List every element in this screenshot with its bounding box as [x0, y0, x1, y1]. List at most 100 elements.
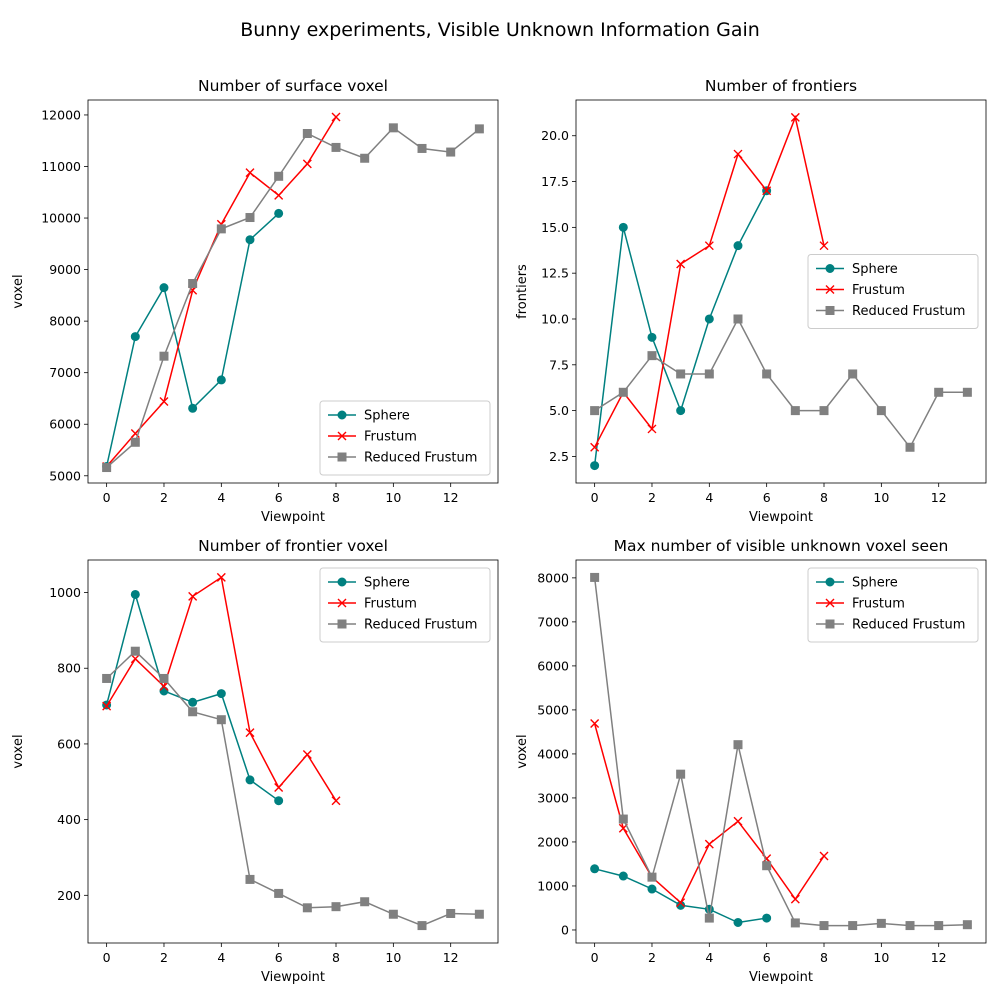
- data-point: [388, 123, 398, 133]
- data-point: [417, 921, 427, 931]
- plot-area: [87, 99, 499, 484]
- series-line-frustum: [593, 114, 825, 448]
- y-tick-label: 6000: [537, 658, 569, 673]
- legend-entry-sphere: Sphere: [328, 409, 410, 424]
- data-point: [704, 314, 714, 324]
- legend-entry-sphere: Sphere: [816, 262, 898, 277]
- data-point: [618, 814, 628, 824]
- legend-label: Frustum: [364, 430, 417, 445]
- legend-entry-frustum: Frustum: [328, 430, 417, 445]
- data-point: [274, 888, 284, 898]
- subplot-title: Number of surface voxel: [198, 77, 388, 95]
- y-tick-label: 2.5: [549, 449, 569, 464]
- data-point: [474, 124, 484, 134]
- data-point: [417, 143, 427, 153]
- data-point: [274, 796, 284, 806]
- y-axis-label: frontiers: [515, 264, 530, 319]
- data-point: [274, 190, 284, 200]
- y-tick-label: 9000: [49, 262, 81, 277]
- y-tick-label: 8000: [537, 570, 569, 585]
- subplot-title: Number of frontiers: [705, 77, 857, 95]
- data-point: [159, 686, 169, 696]
- y-tick-label: 11000: [41, 159, 81, 174]
- legend-label: Reduced Frustum: [852, 618, 965, 633]
- legend-entry-reduced-frustum: Reduced Frustum: [328, 618, 477, 633]
- data-point: [905, 921, 915, 931]
- data-point: [790, 112, 800, 122]
- legend: Sphere Frustum Reduced Frustum: [807, 254, 979, 329]
- x-tick-label: 6: [763, 950, 771, 965]
- y-tick-label: 10.0: [541, 311, 569, 326]
- x-tick-label: 4: [217, 950, 225, 965]
- data-point: [876, 406, 886, 416]
- data-point: [733, 314, 743, 324]
- x-tick-label: 2: [160, 490, 168, 505]
- subplot-2: Number of frontiers 0 2 4 6 8 10 12 2.5 5.0 7.5 10.…: [515, 77, 987, 525]
- x-tick-label: 12: [931, 950, 947, 965]
- data-point: [590, 406, 600, 416]
- subplot-title: Number of frontier voxel: [198, 537, 388, 555]
- legend-label: Reduced Frustum: [852, 304, 965, 319]
- legend-marker: [337, 431, 347, 441]
- data-point: [848, 921, 858, 931]
- data-point: [216, 224, 226, 234]
- y-tick-label: 200: [57, 888, 81, 903]
- data-point: [188, 697, 198, 707]
- series-frustum: [102, 112, 341, 471]
- y-tick-label: 1000: [537, 878, 569, 893]
- series-line-frustum: [106, 116, 337, 467]
- data-point: [733, 241, 743, 251]
- x-tick-label: 4: [705, 490, 713, 505]
- series-line-reduced-frustum: [594, 317, 968, 449]
- data-point: [188, 707, 198, 717]
- data-point: [130, 437, 140, 447]
- series-frustum: [590, 112, 829, 452]
- x-tick-label: 2: [160, 950, 168, 965]
- legend-marker: [825, 577, 835, 587]
- x-tick-label: 2: [648, 950, 656, 965]
- data-point: [676, 369, 686, 379]
- data-point: [647, 424, 657, 434]
- series-sphere: [590, 864, 772, 927]
- series-reduced-frustum: [102, 123, 484, 473]
- y-tick-label: 7000: [537, 614, 569, 629]
- legend-marker: [337, 452, 347, 462]
- data-point: [704, 369, 714, 379]
- x-tick-label: 4: [705, 950, 713, 965]
- data-point: [704, 913, 714, 923]
- legend-entry-frustum: Frustum: [816, 283, 905, 298]
- series-line-frustum: [593, 723, 825, 904]
- data-point: [130, 589, 140, 599]
- data-point: [733, 149, 743, 159]
- x-tick-label: 10: [385, 490, 401, 505]
- x-axis-label: Viewpoint: [749, 510, 813, 525]
- data-point: [762, 861, 772, 871]
- data-point: [102, 673, 112, 683]
- data-point: [302, 903, 312, 913]
- plot-area: [575, 99, 987, 484]
- x-tick-label: 2: [648, 490, 656, 505]
- data-point: [848, 369, 858, 379]
- y-tick-label: 3000: [537, 790, 569, 805]
- y-tick-label: 5.0: [549, 403, 569, 418]
- data-point: [159, 283, 169, 293]
- legend-box: [319, 400, 491, 476]
- data-point: [274, 782, 284, 792]
- legend-entry-reduced-frustum: Reduced Frustum: [816, 618, 965, 633]
- data-point: [762, 186, 772, 196]
- data-point: [331, 796, 341, 806]
- data-point: [590, 572, 600, 582]
- series-reduced-frustum: [590, 572, 972, 931]
- x-tick-label: 12: [931, 490, 947, 505]
- legend-entry-sphere: Sphere: [816, 576, 898, 591]
- x-tick-label: 6: [763, 490, 771, 505]
- data-point: [962, 920, 972, 930]
- data-point: [245, 874, 255, 884]
- data-point: [819, 921, 829, 931]
- data-point: [676, 259, 686, 269]
- x-tick-label: 0: [591, 490, 599, 505]
- data-point: [962, 387, 972, 397]
- plot-area: [575, 559, 987, 944]
- data-point: [245, 235, 255, 245]
- series-line-reduced-frustum: [106, 650, 480, 927]
